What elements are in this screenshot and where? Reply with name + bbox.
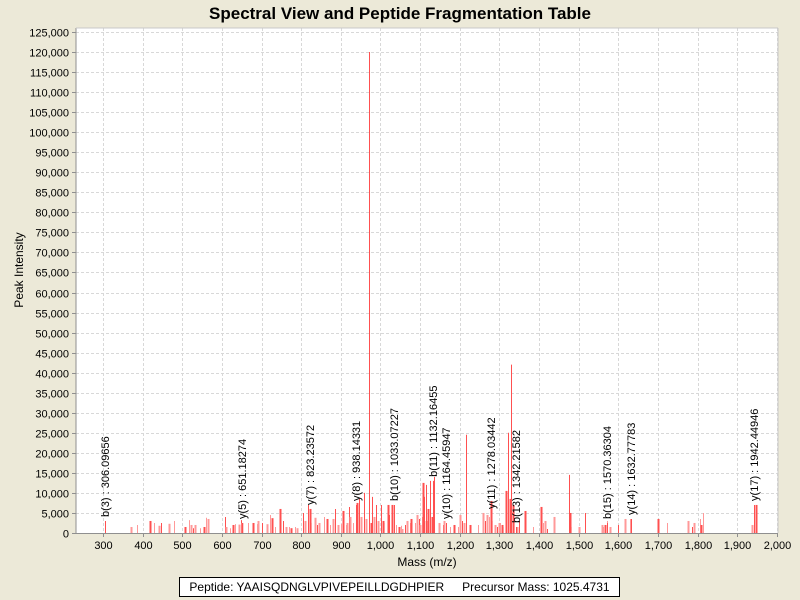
fragment-annotation: b(15) : 1570.36304	[602, 426, 614, 519]
y-tick-label: 85,000	[35, 188, 69, 200]
y-tick-label: 15,000	[35, 469, 69, 481]
x-tick-label: 1,200	[447, 540, 475, 552]
fragment-annotation: y(8) : 938.14331	[351, 421, 363, 501]
y-tick-label: 80,000	[35, 208, 69, 220]
y-tick-label: 30,000	[35, 409, 69, 421]
precursor-mass: Precursor Mass: 1025.4731	[462, 580, 610, 594]
fragment-annotation: y(5) : 651.18274	[237, 439, 249, 519]
fragment-annotation: b(3) : 306.09656	[100, 436, 112, 517]
y-tick-label: 70,000	[35, 248, 69, 260]
plot-area	[76, 28, 778, 533]
x-tick-label: 500	[173, 540, 191, 552]
x-tick-label: 600	[213, 540, 231, 552]
y-tick-label: 55,000	[35, 309, 69, 321]
y-tick-label: 50,000	[35, 329, 69, 341]
annotations-group: b(3) : 306.09656 y(5) : 651.18274 y(7) : 8…	[100, 386, 761, 523]
y-tick-label: 20,000	[35, 449, 69, 461]
peaks-group	[105, 52, 758, 533]
x-tick-label: 700	[253, 540, 271, 552]
x-tick-label: 1,300	[486, 540, 514, 552]
y-tick-label: 120,000	[29, 48, 69, 60]
fragment-annotation: b(10) : 1033.07227	[389, 408, 401, 501]
x-tick-label: 1,000	[367, 540, 395, 552]
y-tick-label: 60,000	[35, 289, 69, 301]
x-tick-label: 1,500	[566, 540, 594, 552]
fragment-annotation: y(11) : 1278.03442	[486, 417, 498, 509]
y-tick-label: 0	[63, 529, 69, 541]
fragment-annotation: y(14) : 1632.77783	[626, 423, 638, 515]
fragment-annotation: b(11) : 1132.16455	[428, 386, 440, 477]
peptide-info-box: Peptide: YAAISQDNGLVPIVEPEILLDGDHPIER Pre…	[179, 577, 620, 597]
chart-title: Spectral View and Peptide Fragmentation …	[209, 4, 591, 23]
y-tick-label: 45,000	[35, 349, 69, 361]
y-tick-label: 75,000	[35, 228, 69, 240]
x-tick-label: 1,600	[605, 540, 633, 552]
x-tick-label: 300	[94, 540, 112, 552]
y-tick-label: 115,000	[30, 68, 69, 80]
x-tick-label: 1,100	[407, 540, 435, 552]
y-tick-label: 40,000	[35, 369, 69, 381]
x-tick-label: 1,900	[724, 540, 752, 552]
y-tick-label: 110,000	[30, 88, 69, 100]
fragment-annotation: y(7) : 823.23572	[305, 425, 317, 505]
y-tick-label: 65,000	[35, 268, 69, 280]
y-axis: 0 5,000 10,000 15,000 20,000 25,000 30,000 35,0…	[29, 28, 76, 541]
x-tick-label: 2,000	[764, 540, 792, 552]
x-tick-label: 1,800	[685, 540, 713, 552]
y-tick-label: 100,000	[29, 128, 69, 140]
x-axis-label: Mass (m/z)	[397, 555, 456, 569]
y-tick-label: 125,000	[29, 28, 69, 40]
x-tick-label: 1,400	[526, 540, 554, 552]
y-tick-label: 35,000	[35, 389, 69, 401]
y-tick-label: 95,000	[35, 148, 69, 160]
y-tick-label: 25,000	[35, 429, 69, 441]
grid-lines	[76, 28, 778, 533]
y-tick-label: 105,000	[29, 108, 69, 120]
x-tick-label: 1,700	[645, 540, 673, 552]
peptide-sequence: Peptide: YAAISQDNGLVPIVEPEILLDGDHPIER	[189, 580, 445, 594]
fragment-annotation: b(13) : 1342.21582	[511, 430, 523, 523]
x-tick-label: 800	[292, 540, 310, 552]
x-axis: 300 400 500 600 700 800 900 1,000 1,100 1,200 1,30…	[94, 533, 791, 552]
y-tick-label: 5,000	[41, 509, 69, 521]
y-axis-label: Peak Intensity	[12, 232, 26, 307]
fragment-annotation: y(17) : 1942.44946	[749, 409, 761, 501]
y-tick-label: 90,000	[35, 168, 69, 180]
x-tick-label: 400	[134, 540, 152, 552]
x-tick-label: 900	[332, 540, 350, 552]
fragment-annotation: y(10) : 1164.45947	[441, 427, 453, 519]
y-tick-label: 10,000	[35, 489, 69, 501]
